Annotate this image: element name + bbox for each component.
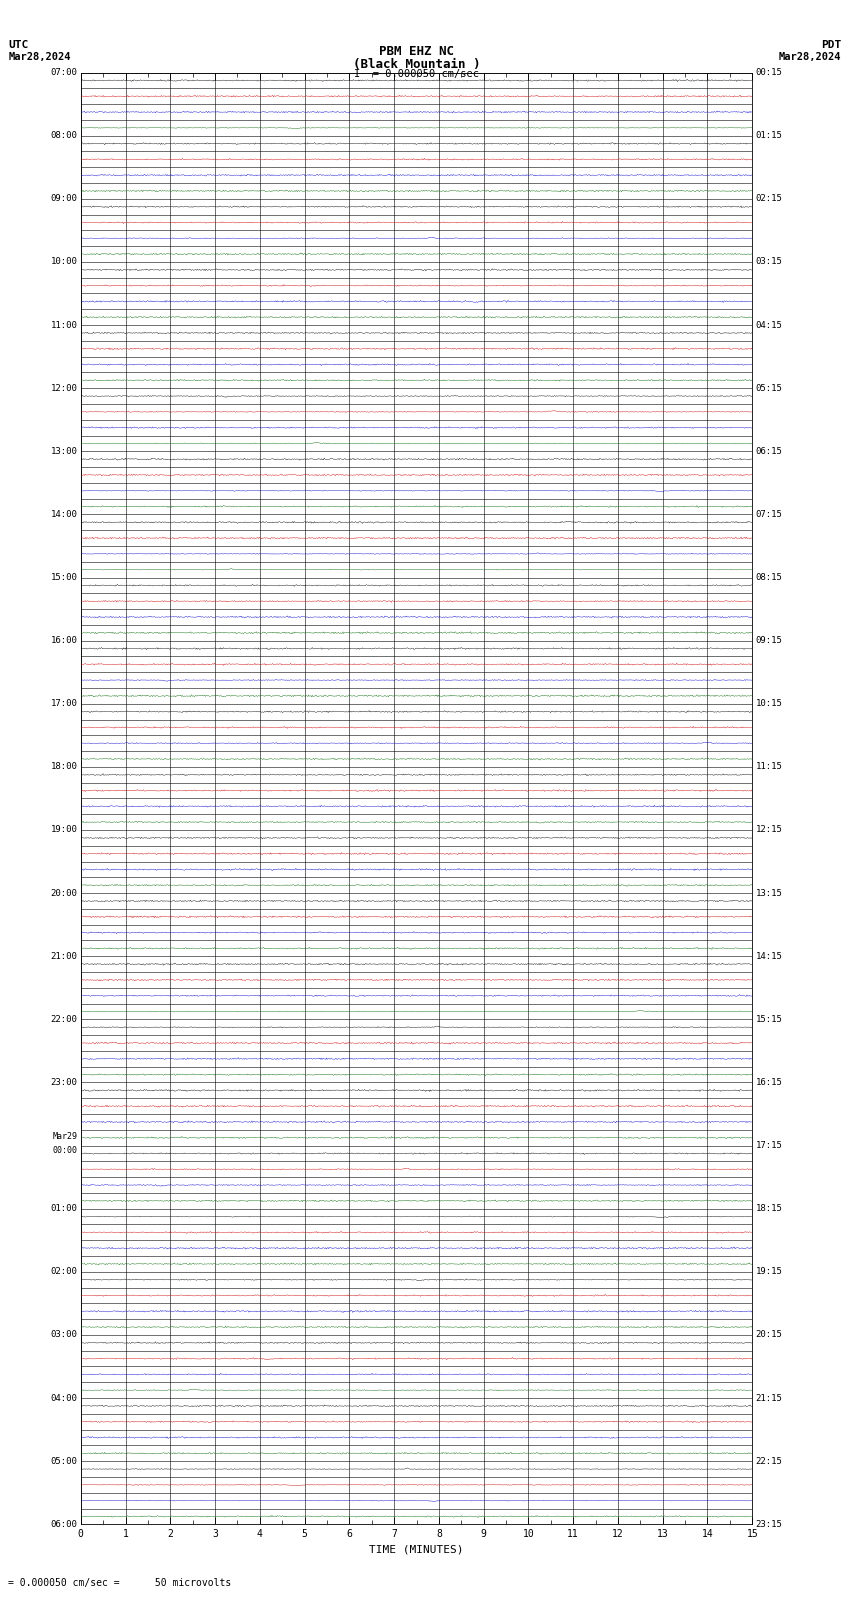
Text: 12:00: 12:00: [50, 384, 77, 392]
Text: 00:15: 00:15: [756, 68, 783, 77]
Text: 02:15: 02:15: [756, 194, 783, 203]
Text: 17:15: 17:15: [756, 1140, 783, 1150]
Text: 16:00: 16:00: [50, 636, 77, 645]
Text: 03:15: 03:15: [756, 258, 783, 266]
Text: 18:15: 18:15: [756, 1205, 783, 1213]
Text: 20:00: 20:00: [50, 889, 77, 897]
Text: Mar28,2024: Mar28,2024: [8, 52, 71, 61]
Text: 22:00: 22:00: [50, 1015, 77, 1024]
Text: 09:15: 09:15: [756, 636, 783, 645]
Text: 08:00: 08:00: [50, 131, 77, 140]
Text: 17:00: 17:00: [50, 700, 77, 708]
Text: Mar28,2024: Mar28,2024: [779, 52, 842, 61]
Text: = 0.000050 cm/sec =      50 microvolts: = 0.000050 cm/sec = 50 microvolts: [8, 1578, 232, 1587]
Text: I  = 0.000050 cm/sec: I = 0.000050 cm/sec: [354, 69, 479, 79]
Text: 23:00: 23:00: [50, 1077, 77, 1087]
Text: 05:00: 05:00: [50, 1457, 77, 1466]
Text: 05:15: 05:15: [756, 384, 783, 392]
Text: 08:15: 08:15: [756, 573, 783, 582]
Text: 23:15: 23:15: [756, 1519, 783, 1529]
Text: 07:15: 07:15: [756, 510, 783, 519]
Text: 02:00: 02:00: [50, 1268, 77, 1276]
Text: 21:00: 21:00: [50, 952, 77, 961]
Text: 07:00: 07:00: [50, 68, 77, 77]
Text: 09:00: 09:00: [50, 194, 77, 203]
Text: 21:15: 21:15: [756, 1394, 783, 1403]
Text: 15:15: 15:15: [756, 1015, 783, 1024]
Text: 03:00: 03:00: [50, 1331, 77, 1339]
Text: 19:15: 19:15: [756, 1268, 783, 1276]
Text: 10:00: 10:00: [50, 258, 77, 266]
Text: UTC: UTC: [8, 40, 29, 50]
Text: 13:15: 13:15: [756, 889, 783, 897]
Text: 19:00: 19:00: [50, 826, 77, 834]
Text: 01:00: 01:00: [50, 1205, 77, 1213]
Text: 14:15: 14:15: [756, 952, 783, 961]
Text: 22:15: 22:15: [756, 1457, 783, 1466]
Text: 06:15: 06:15: [756, 447, 783, 456]
Text: PDT: PDT: [821, 40, 842, 50]
X-axis label: TIME (MINUTES): TIME (MINUTES): [369, 1545, 464, 1555]
Text: 10:15: 10:15: [756, 700, 783, 708]
Text: 14:00: 14:00: [50, 510, 77, 519]
Text: 04:00: 04:00: [50, 1394, 77, 1403]
Text: 06:00: 06:00: [50, 1519, 77, 1529]
Text: 12:15: 12:15: [756, 826, 783, 834]
Text: (Black Mountain ): (Black Mountain ): [353, 58, 480, 71]
Text: 04:15: 04:15: [756, 321, 783, 329]
Text: 13:00: 13:00: [50, 447, 77, 456]
Text: 11:00: 11:00: [50, 321, 77, 329]
Text: 00:00: 00:00: [53, 1145, 77, 1155]
Text: 11:15: 11:15: [756, 763, 783, 771]
Text: 01:15: 01:15: [756, 131, 783, 140]
Text: 18:00: 18:00: [50, 763, 77, 771]
Text: 20:15: 20:15: [756, 1331, 783, 1339]
Text: 16:15: 16:15: [756, 1077, 783, 1087]
Text: PBM EHZ NC: PBM EHZ NC: [379, 45, 454, 58]
Text: 15:00: 15:00: [50, 573, 77, 582]
Text: Mar29: Mar29: [53, 1132, 77, 1142]
